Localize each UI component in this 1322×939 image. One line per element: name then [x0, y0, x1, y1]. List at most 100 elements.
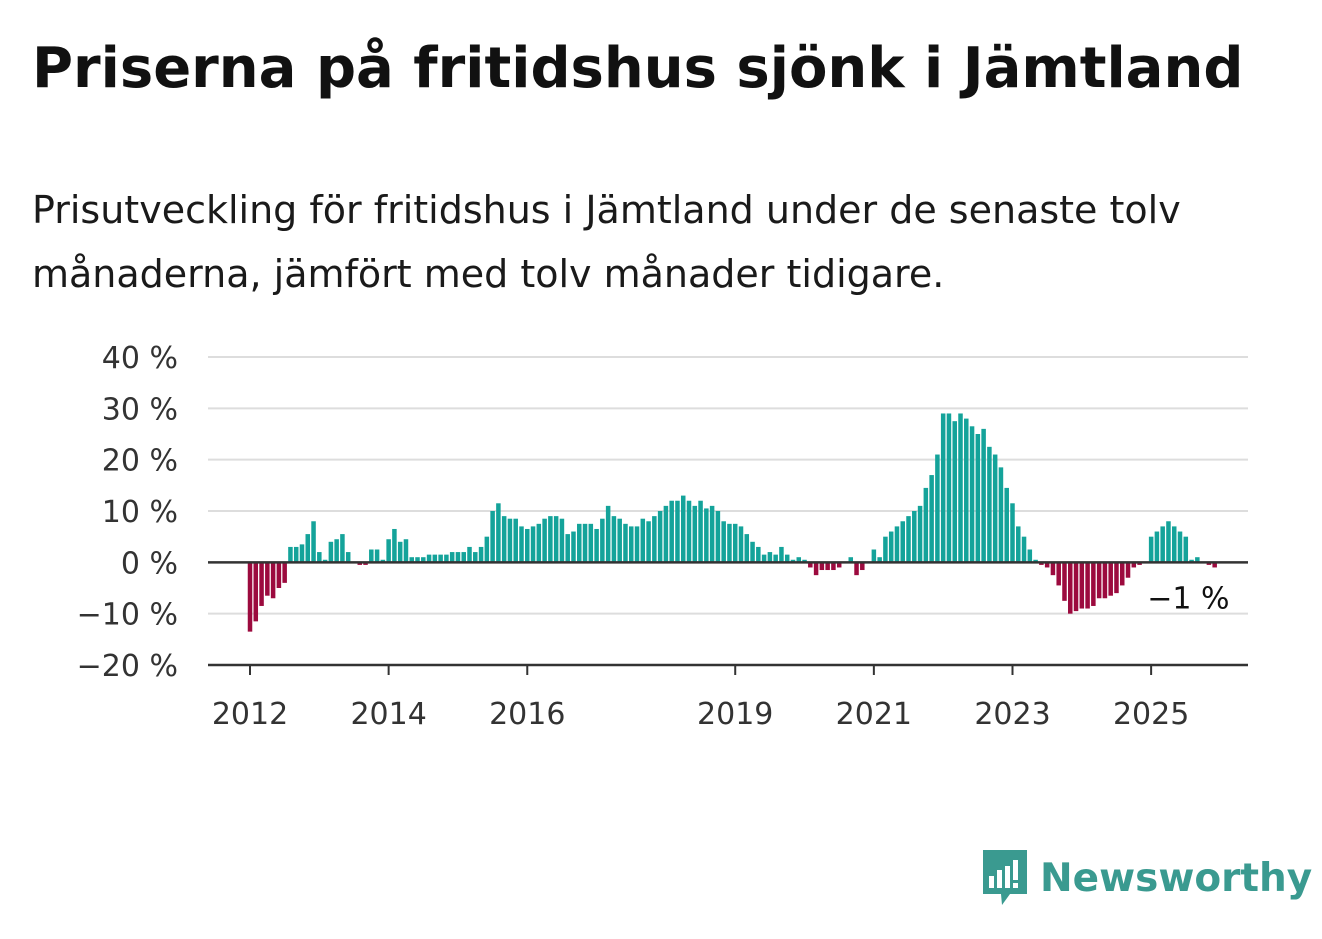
bar	[964, 418, 969, 563]
bar	[421, 557, 426, 563]
chart-subtitle: Prisutveckling för fritidshus i Jämtland…	[32, 188, 1181, 296]
bar	[484, 536, 490, 563]
bar	[675, 500, 680, 563]
bar	[1166, 521, 1171, 563]
bar	[1125, 562, 1131, 578]
bar	[1108, 562, 1113, 596]
bar	[444, 554, 449, 563]
bar	[525, 528, 530, 563]
bar	[987, 446, 992, 563]
bar	[946, 413, 952, 563]
bar	[1102, 562, 1108, 599]
bar	[680, 495, 686, 563]
bar	[1062, 562, 1067, 601]
bar	[611, 516, 617, 563]
bar	[1183, 536, 1189, 563]
bar	[1016, 526, 1021, 563]
bar	[467, 546, 472, 563]
bar	[975, 434, 981, 563]
bar	[767, 552, 773, 563]
bar	[819, 562, 825, 571]
bar	[357, 562, 363, 565]
bar	[328, 541, 334, 563]
bar	[432, 554, 438, 563]
bar	[981, 428, 986, 563]
bar	[1096, 562, 1102, 599]
x-tick-label: 2012	[212, 697, 288, 732]
bar	[663, 505, 669, 563]
bar	[594, 528, 599, 563]
bar	[369, 549, 374, 563]
bar	[1021, 536, 1027, 563]
bar	[917, 505, 923, 563]
bar	[790, 559, 796, 563]
bar	[588, 523, 594, 563]
label-layer: 40 % 30 % 20 % 10 % 0 % −10 % −20 % 2012 2014 201…	[77, 341, 1230, 732]
bar	[1091, 562, 1096, 606]
bar	[940, 413, 946, 563]
bar	[299, 544, 305, 563]
bar	[1137, 562, 1142, 565]
bar	[628, 526, 634, 563]
bar	[657, 511, 663, 563]
bar	[952, 421, 957, 563]
bar	[784, 554, 790, 563]
y-tick-label: 30 %	[102, 392, 178, 427]
bar	[548, 516, 553, 563]
bar	[311, 521, 316, 563]
bar	[808, 562, 813, 568]
bar	[519, 526, 524, 563]
bar	[623, 523, 628, 563]
bar	[617, 518, 622, 563]
bar	[276, 562, 282, 588]
bar	[969, 426, 975, 563]
bar	[727, 523, 732, 563]
bar	[704, 508, 709, 563]
bar	[779, 546, 784, 563]
bar	[1004, 487, 1009, 563]
bar	[473, 552, 478, 563]
bar	[553, 516, 559, 563]
bar	[1206, 562, 1212, 565]
bar	[709, 505, 715, 563]
bar	[1212, 562, 1217, 568]
bar	[305, 534, 311, 563]
bar	[686, 500, 692, 563]
bar	[744, 534, 750, 563]
bar	[1148, 536, 1154, 563]
bar	[415, 557, 420, 563]
bar	[409, 557, 414, 563]
bar	[669, 500, 674, 563]
bar	[1114, 562, 1119, 594]
last-value-annotation: −1 %	[1147, 581, 1229, 616]
bar	[392, 528, 397, 563]
bar	[577, 523, 582, 563]
bar	[374, 549, 380, 563]
bar	[802, 559, 807, 563]
bar	[906, 516, 911, 563]
newsworthy-logo-icon	[983, 850, 1027, 905]
bar	[397, 541, 403, 563]
y-tick-label: 20 %	[102, 444, 178, 479]
bar	[698, 500, 703, 563]
x-tick-label: 2023	[974, 697, 1050, 732]
bar-chart: 40 % 30 % 20 % 10 % 0 % −10 % −20 % 2012 2014 201…	[77, 341, 1248, 732]
bar	[449, 552, 455, 563]
bar	[322, 559, 328, 563]
bar	[582, 523, 588, 563]
bar	[247, 562, 253, 632]
bar	[900, 521, 905, 563]
y-tick-label: −20 %	[77, 649, 178, 684]
bar	[836, 562, 842, 568]
bar	[1068, 562, 1073, 614]
bar	[438, 554, 443, 563]
bar	[1119, 562, 1125, 586]
bar	[652, 516, 657, 563]
bar	[478, 546, 484, 563]
bar	[1033, 559, 1038, 563]
bar	[363, 562, 368, 565]
bar	[345, 552, 351, 563]
bar	[756, 546, 761, 563]
bar	[1177, 531, 1183, 563]
x-tick-label: 2016	[489, 697, 565, 732]
